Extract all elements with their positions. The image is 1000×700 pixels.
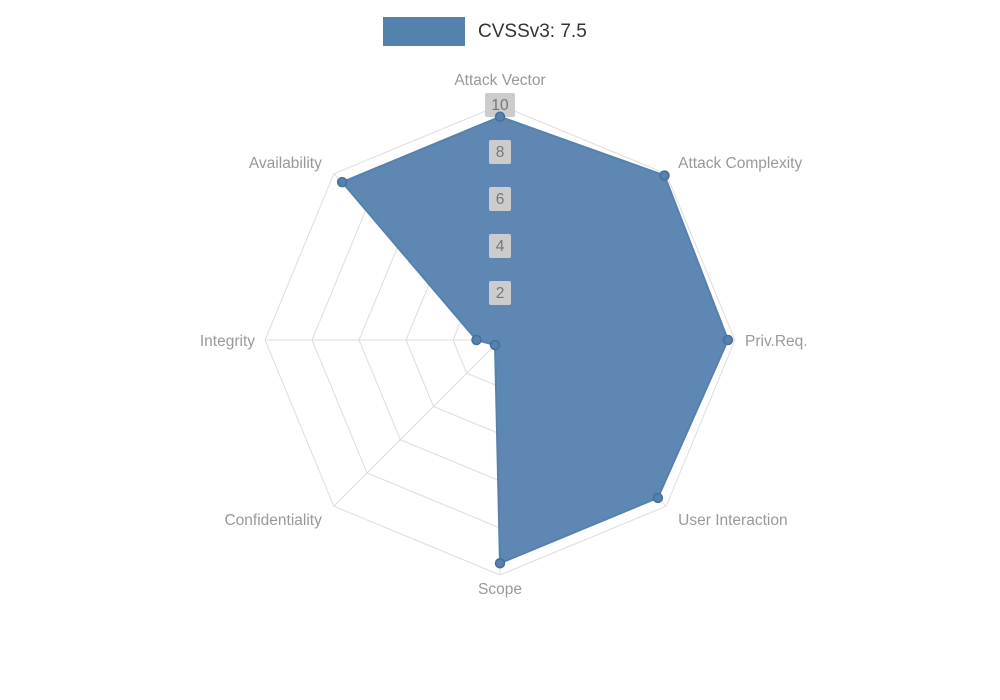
vertex-marker[interactable]	[494, 111, 506, 122]
tick-label: 10	[491, 97, 509, 114]
legend-swatch	[383, 17, 465, 46]
axis-spoke	[333, 339, 501, 507]
tick-label-box	[489, 187, 511, 211]
axis-label-confidentiality: Confidentiality	[224, 512, 322, 529]
tick-label: 2	[496, 285, 505, 302]
axis-label-attack-vector: Attack Vector	[454, 72, 545, 89]
vertex-marker[interactable]	[471, 334, 482, 346]
axis-label-availability: Availability	[249, 155, 322, 172]
vertex-marker[interactable]	[652, 492, 664, 504]
vertex-marker[interactable]	[494, 558, 506, 569]
tick-label: 8	[496, 144, 505, 161]
legend-label: CVSSv3: 7.5	[478, 21, 587, 42]
vertex-marker[interactable]	[336, 176, 348, 188]
tick-label: 4	[496, 238, 505, 255]
axis-label-user-interaction: User Interaction	[678, 512, 787, 529]
axis-label-attack-complexity: Attack Complexity	[678, 155, 802, 172]
vertex-marker[interactable]	[659, 170, 670, 181]
vertex-marker[interactable]	[489, 339, 501, 351]
axis-label-scope: Scope	[478, 581, 522, 598]
axis-label-integrity: Integrity	[200, 333, 255, 350]
axis-label-priv-req: Priv.Req.	[745, 333, 808, 350]
tick-label-box	[485, 93, 515, 117]
tick-label-box	[489, 281, 511, 305]
tick-label-box	[489, 234, 511, 258]
tick-label-box	[489, 140, 511, 164]
vertex-marker[interactable]	[722, 334, 734, 346]
tick-label: 6	[496, 191, 505, 208]
chart-legend[interactable]: CVSSv3: 7.5	[383, 17, 587, 46]
